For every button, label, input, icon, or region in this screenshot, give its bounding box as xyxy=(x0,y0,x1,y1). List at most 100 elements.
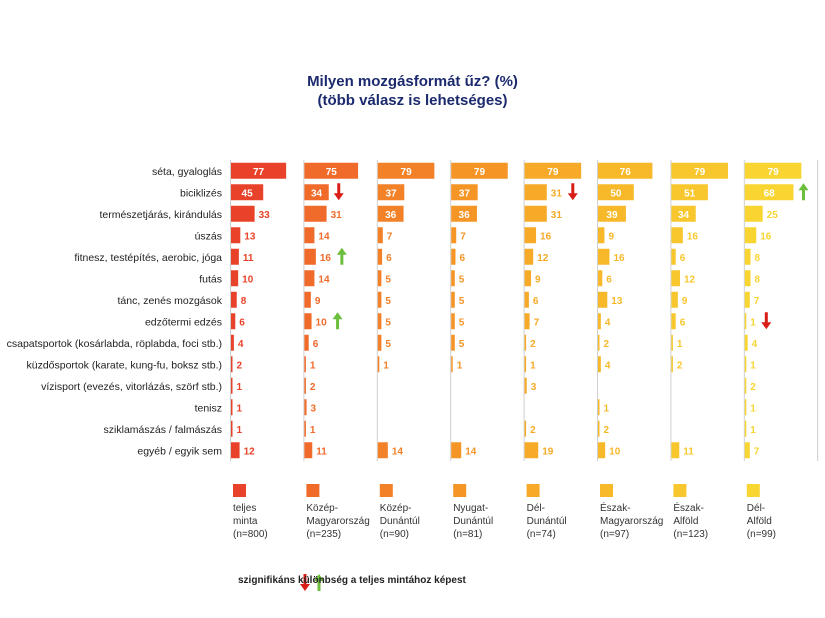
bar xyxy=(304,420,306,437)
bar xyxy=(524,205,547,222)
data-label: 36 xyxy=(459,210,471,221)
data-label: 76 xyxy=(620,167,632,178)
category-label: biciklizés xyxy=(180,187,222,199)
category-label: csapatsportok (kosárlabda, röplabda, foc… xyxy=(7,338,222,350)
significance-up-arrow xyxy=(332,312,343,330)
bar xyxy=(598,227,605,244)
bar xyxy=(377,356,380,373)
bar xyxy=(598,291,608,308)
data-label: 7 xyxy=(754,446,760,457)
bar xyxy=(524,184,547,201)
bar xyxy=(671,162,728,179)
bar xyxy=(524,442,539,459)
bar xyxy=(451,248,456,265)
bar xyxy=(671,313,676,330)
legend-n: (n=123) xyxy=(673,529,708,540)
bar xyxy=(598,420,600,437)
bar xyxy=(524,291,529,308)
bar xyxy=(451,205,477,222)
category-label: küzdősportok (karate, kung-fu, boksz stb… xyxy=(26,359,222,371)
bar xyxy=(744,377,747,394)
bar xyxy=(671,248,676,265)
legend-n: (n=74) xyxy=(527,529,556,540)
bar xyxy=(598,248,610,265)
data-label: 79 xyxy=(474,167,486,178)
bar xyxy=(304,356,306,373)
bar xyxy=(304,377,306,394)
legend-label: Alföld xyxy=(673,516,698,527)
bar xyxy=(451,291,455,308)
legend-n: (n=90) xyxy=(380,529,409,540)
data-label: 7 xyxy=(387,231,393,242)
bar xyxy=(304,399,307,416)
bar xyxy=(598,162,653,179)
bar xyxy=(598,270,603,287)
data-label: 8 xyxy=(755,274,761,285)
bar xyxy=(377,313,382,330)
data-label: 1 xyxy=(677,339,683,350)
legend-label: Magyarország xyxy=(600,516,663,527)
significance-up-arrow xyxy=(336,247,347,265)
bar xyxy=(304,248,316,265)
bar xyxy=(744,442,750,459)
bar xyxy=(377,291,382,308)
legend-label: Közép- xyxy=(380,503,412,514)
bar xyxy=(304,205,327,222)
legend-n: (n=81) xyxy=(453,529,482,540)
bar xyxy=(598,442,606,459)
data-label: 50 xyxy=(610,188,622,199)
bar xyxy=(451,313,455,330)
legend-label: Magyarország xyxy=(306,516,369,527)
bar xyxy=(304,227,315,244)
significance-note: szignifikáns különbség a teljes mintához… xyxy=(238,575,466,586)
data-label: 7 xyxy=(754,296,760,307)
legend-label: minta xyxy=(233,516,258,527)
legend-label: Alföld xyxy=(747,516,772,527)
data-label: 7 xyxy=(460,231,466,242)
bar xyxy=(231,162,287,179)
data-label: 1 xyxy=(750,317,756,328)
category-label: futás xyxy=(199,273,222,285)
data-label: 31 xyxy=(551,210,563,221)
legend-swatch xyxy=(746,484,760,497)
data-label: 5 xyxy=(385,296,391,307)
data-label: 68 xyxy=(764,188,776,199)
data-label: 2 xyxy=(530,425,536,436)
data-label: 6 xyxy=(239,317,245,328)
data-label: 12 xyxy=(244,446,256,457)
bar xyxy=(231,313,236,330)
data-label: 2 xyxy=(604,339,610,350)
legend-label: Dunántúl xyxy=(527,516,567,527)
data-label: 16 xyxy=(687,231,699,242)
bar xyxy=(231,184,264,201)
bar xyxy=(304,313,312,330)
significance-up-arrow xyxy=(314,574,324,591)
bar xyxy=(231,356,233,373)
data-label: 1 xyxy=(750,403,756,414)
data-label: 5 xyxy=(385,274,391,285)
data-label: 5 xyxy=(459,274,465,285)
bar xyxy=(231,270,239,287)
legend-label: Dél- xyxy=(527,503,545,514)
bar xyxy=(744,162,802,179)
data-label: 12 xyxy=(537,253,549,264)
data-label: 31 xyxy=(331,210,343,221)
significance-down-arrow xyxy=(567,183,578,201)
data-label: 5 xyxy=(459,339,465,350)
bar xyxy=(744,420,747,437)
data-label: 10 xyxy=(316,317,328,328)
bar xyxy=(671,291,678,308)
bar xyxy=(451,442,462,459)
data-label: 2 xyxy=(530,339,536,350)
bar xyxy=(377,248,383,265)
bar xyxy=(304,291,311,308)
bar xyxy=(377,334,382,351)
bar xyxy=(451,184,478,201)
data-label: 1 xyxy=(604,403,610,414)
bar xyxy=(377,442,388,459)
data-label: 34 xyxy=(311,188,323,199)
category-label: tánc, zenés mozgások xyxy=(118,295,223,307)
bar xyxy=(524,270,532,287)
bar xyxy=(744,184,794,201)
